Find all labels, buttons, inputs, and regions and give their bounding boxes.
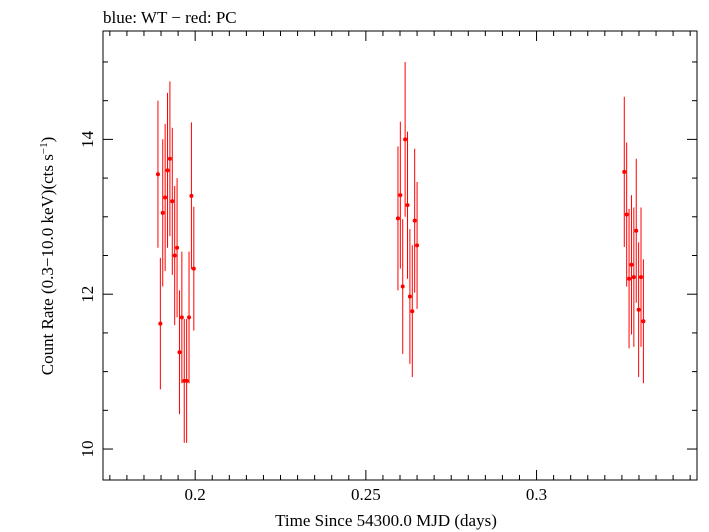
y-axis-label-main: Count Rate (0.3−10.0 keV)(cts s [38,154,57,375]
data-point [403,137,408,142]
data-point [172,253,177,258]
data-point [175,245,180,250]
data-point [400,284,405,289]
data-point [191,266,196,271]
y-axis-label: Count Rate (0.3−10.0 keV)(cts s−1) [38,137,57,376]
data-point [189,193,194,198]
data-point [177,350,182,355]
data-point [398,193,403,198]
x-tick-label: 0.25 [351,485,381,504]
y-axis-label-superscript: −1 [38,142,50,154]
data-point [395,216,400,221]
x-tick-label: 0.2 [185,485,206,504]
data-point [629,262,634,267]
axis-tick-labels: 0.2 0.25 0.3 10 12 14 [78,130,547,504]
y-tick-label: 12 [78,286,97,303]
data-point [155,172,160,177]
data-point [631,275,636,280]
x-tick-label: 0.3 [526,485,547,504]
data-points [155,61,646,443]
data-point [410,309,415,314]
data-point [641,319,646,324]
data-point [627,276,632,281]
data-point [165,168,170,173]
data-point [158,321,163,326]
data-point [636,307,641,312]
data-point [415,243,420,248]
axis-ticks [103,31,697,480]
data-point [163,195,168,200]
data-point [634,228,639,233]
data-point [412,218,417,223]
y-axis-label-end: ) [38,137,57,143]
data-point [184,378,189,383]
data-point [405,203,410,208]
x-axis-label: Time Since 54300.0 MJD (days) [275,511,497,530]
chart-title: blue: WT − red: PC [103,8,237,27]
data-point [167,156,172,161]
data-point [407,294,412,299]
data-point [170,199,175,204]
data-point [179,315,184,320]
data-point [187,315,192,320]
y-tick-label: 10 [78,441,97,458]
data-point [639,275,644,280]
y-tick-label: 14 [78,130,97,148]
data-point [160,210,165,215]
data-point [624,212,629,217]
data-point [622,169,627,174]
